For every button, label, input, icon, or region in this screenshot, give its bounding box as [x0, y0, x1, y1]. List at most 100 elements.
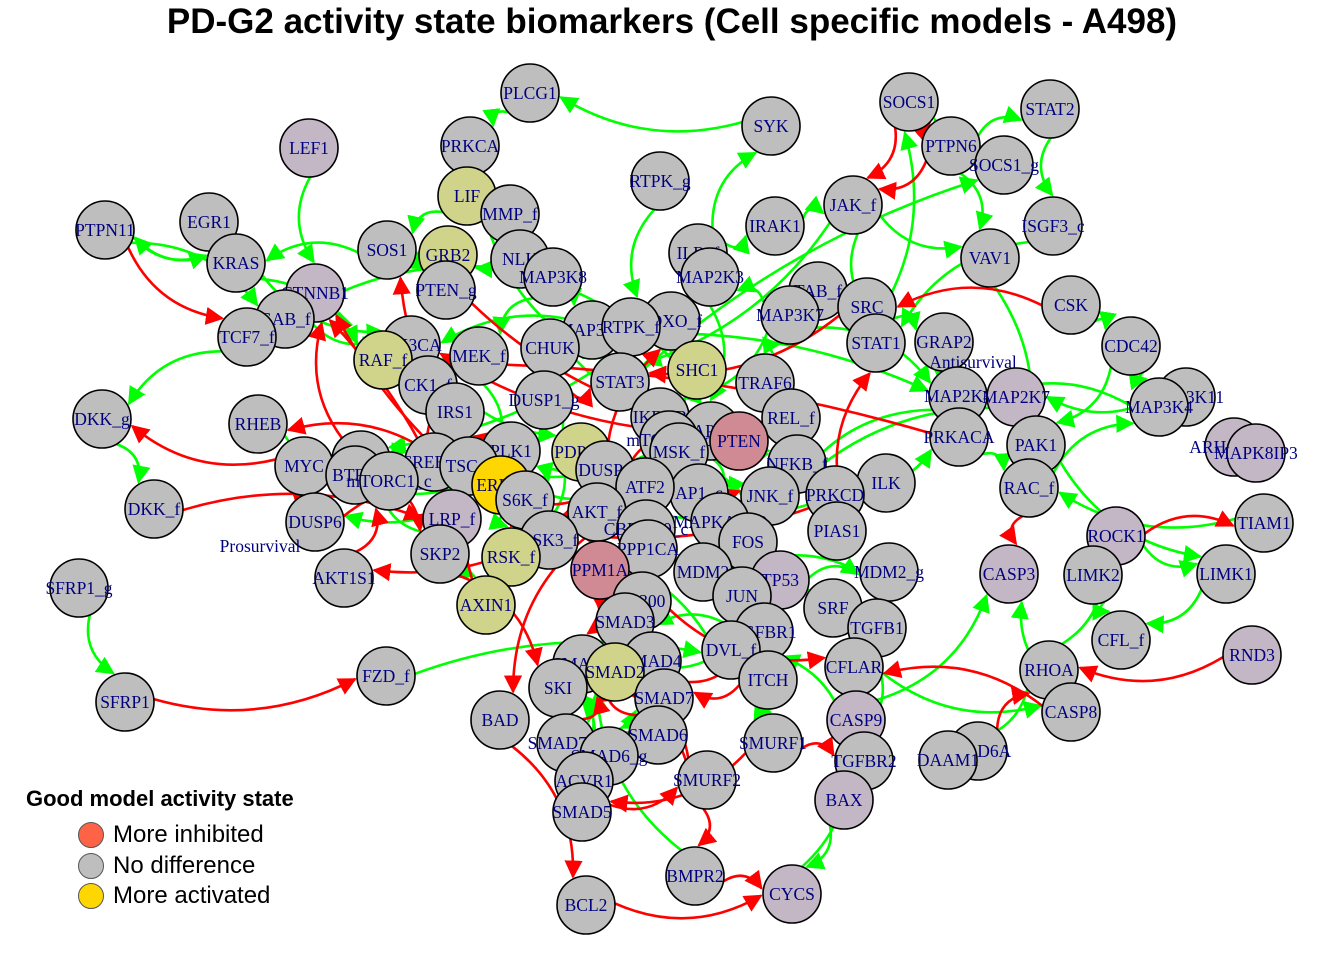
node-label: MEK_f — [452, 346, 506, 366]
activation-edge-DKK_g-DKK_f — [116, 442, 151, 484]
node-circle — [552, 782, 612, 842]
node-tiam1: TIAM1 — [1234, 493, 1294, 553]
node-circle — [738, 650, 798, 710]
node-cycs: CYCS — [762, 864, 822, 924]
node-sfrp1-g: SFRP1_g — [45, 558, 113, 618]
activation-edge-RTPK_g-RTPK_f — [622, 208, 656, 299]
node-stat2: STAT2 — [1020, 79, 1080, 139]
node-label: SMAD3 — [595, 612, 655, 632]
inhibition-edge-PTPN11-TCF7_f — [126, 246, 225, 325]
legend-title: Good model activity state — [26, 786, 294, 811]
node-label: BAD — [482, 710, 519, 730]
activation-edge-STAT2-ISGF3_c — [1034, 137, 1054, 197]
activation-edge-SOS1-KRAS — [265, 241, 359, 262]
inhibition-edge-BCL2-CYCS — [614, 894, 763, 920]
node-map2k3: MAP2K3 — [676, 247, 744, 307]
node-circle — [677, 750, 737, 810]
node-circle — [359, 451, 419, 511]
node-label: MAP3K7 — [756, 305, 824, 325]
inhibition-edge-BTRC-CTNNB1 — [308, 321, 350, 448]
inhibition-edge-MYC-DKK_g — [130, 424, 277, 466]
node-circle — [95, 672, 155, 732]
node-label: SRF — [817, 598, 848, 618]
node-circle — [1196, 544, 1256, 604]
node-circle — [960, 228, 1020, 288]
node-cflar: CFLAR — [824, 637, 884, 697]
node-circle — [514, 370, 574, 430]
node-label: BMPR2 — [666, 866, 723, 886]
node-jnk-f: JNK_f — [740, 466, 800, 526]
node-bax: BAX — [814, 770, 874, 830]
activation-edge-CSK-CDC42 — [1094, 310, 1117, 331]
node-srf: SRF — [803, 578, 863, 638]
inhibition-edge-SFRP1-FZD_f — [153, 677, 357, 712]
inhibition-edge-ROCK1-TIAM1 — [1144, 510, 1235, 535]
node-label: DKK_g — [74, 409, 130, 429]
node-circle — [470, 690, 530, 750]
node-circle — [124, 479, 184, 539]
node-circle — [1063, 545, 1123, 605]
node-label: PPP1CA — [617, 539, 680, 559]
node-rtpk-f: RTPK_f — [601, 297, 661, 357]
node-ppp1ca: PPP1CA — [617, 519, 680, 579]
activation-edge-PTPN6-VAV1 — [959, 172, 994, 231]
node-label: TCF7_f — [219, 327, 275, 347]
node-circle — [823, 175, 883, 235]
node-label: SMURF2 — [673, 770, 741, 790]
legend-swatch-no-difference — [78, 852, 104, 879]
legend-label-inhibited: More inhibited — [113, 821, 264, 849]
node-label: DUSP1_g — [509, 390, 580, 410]
node-label: AKT1S1 — [312, 568, 375, 588]
node-circle — [879, 72, 939, 132]
node-daam1: DAAM1 — [917, 730, 979, 790]
inhibition-edge-SMAD5-SMURF2 — [609, 786, 679, 811]
node-label: SOCS1 — [883, 92, 936, 112]
node-label: CFL_f — [1098, 630, 1145, 650]
node-label: CDC42 — [1104, 336, 1157, 356]
node-label: RAC_f — [1004, 478, 1055, 498]
node-circle — [285, 492, 345, 552]
node-csk: CSK — [1041, 275, 1101, 335]
legend-swatch-activated — [78, 883, 104, 910]
node-prkaca: PRKACA — [924, 407, 995, 467]
node-circle — [1023, 196, 1083, 256]
node-label: TIAM1 — [1237, 513, 1290, 533]
node-label: GRAP2 — [916, 332, 971, 352]
node-cfl-f: CFL_f — [1091, 610, 1151, 670]
node-circle — [456, 575, 516, 635]
node-mdm2-g: MDM2_g — [854, 542, 924, 602]
activation-edge-PLCG1-PRKCA — [482, 108, 509, 128]
node-label: SMURF1 — [739, 733, 807, 753]
node-circle — [228, 394, 288, 454]
node-label: RTPK_g — [629, 171, 690, 191]
inhibition-edge-AKT1S1-mTORC1_c — [355, 507, 389, 553]
node-circle — [760, 285, 820, 345]
node-label: FZD_f — [362, 666, 410, 686]
node-smad6: SMAD6 — [628, 705, 688, 765]
node-label: AXIN1 — [460, 595, 513, 615]
activation-edge-LIMK1-CFL_f — [1145, 588, 1203, 634]
node-circle — [416, 260, 476, 320]
node-circle — [1234, 493, 1294, 553]
node-bmpr2: BMPR2 — [665, 846, 725, 906]
node-smurf2: SMURF2 — [673, 750, 741, 810]
node-label: MAP3K8 — [519, 267, 587, 287]
legend-item-no-difference: No difference — [78, 851, 294, 882]
node-label: SKP2 — [420, 544, 461, 564]
node-label: SOS1 — [367, 240, 408, 260]
node-rtpk-g: RTPK_g — [629, 151, 691, 211]
node-prkca: PRKCA — [440, 116, 500, 176]
node-circle — [1020, 79, 1080, 139]
node-circle — [314, 548, 374, 608]
activation-edge-LIF-SOS1 — [407, 210, 444, 235]
activation-edge-PTPN11-GAB_f — [130, 241, 259, 307]
node-label: SMAD5 — [552, 802, 612, 822]
node-label: RND3 — [1229, 645, 1275, 665]
node-label: MSK_f — [653, 442, 706, 462]
node-label: RHEB — [235, 414, 282, 434]
node-label: MDM2 — [677, 562, 730, 582]
node-circle — [680, 247, 740, 307]
inhibition-edge-SOCS1-JAK_f — [866, 127, 898, 180]
node-label: TRAF6 — [738, 373, 792, 393]
activation-edge-TCF7_f-DKK_g — [127, 349, 222, 406]
